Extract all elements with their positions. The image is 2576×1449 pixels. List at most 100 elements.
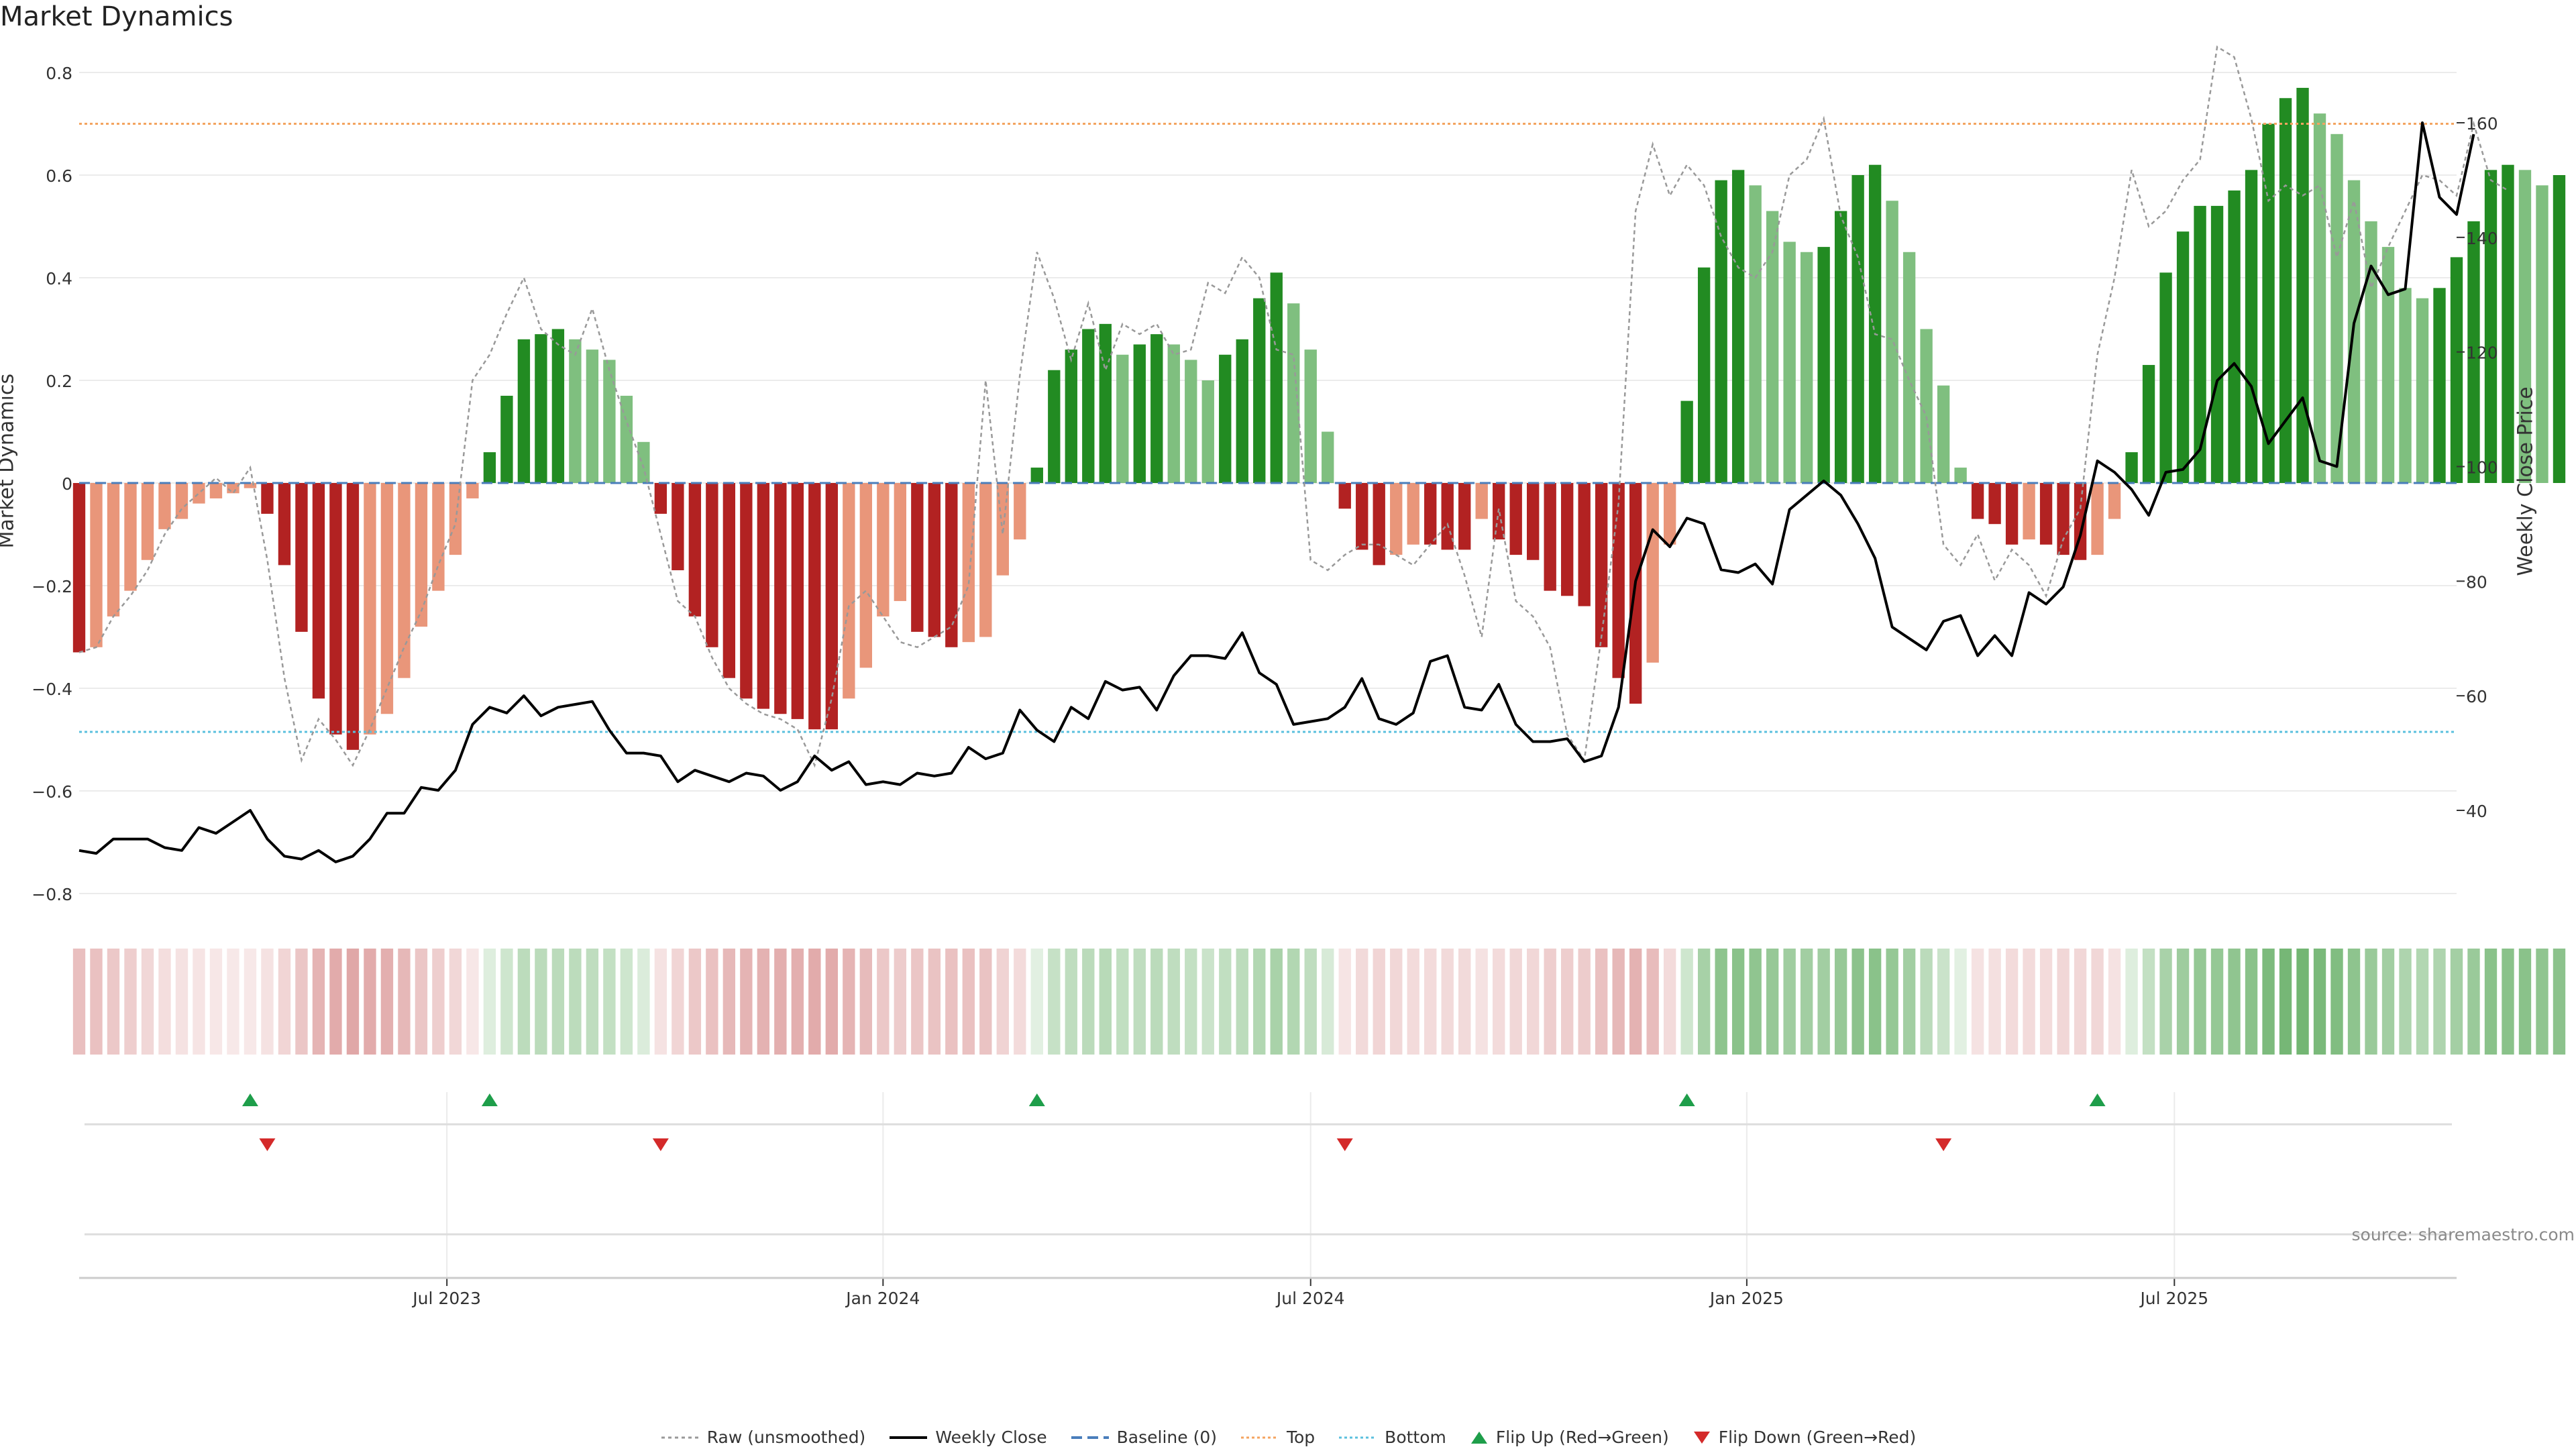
strip-cell <box>1731 949 1745 1055</box>
strip-cell <box>1338 949 1351 1055</box>
flip-up-icon <box>1470 1431 1487 1444</box>
strip-cell <box>175 949 189 1055</box>
strip-cell <box>1082 949 1095 1055</box>
strip-cell <box>877 949 890 1055</box>
strip-cell <box>1868 949 1882 1055</box>
dynamics-bar <box>2023 483 2035 540</box>
strip-cell <box>1920 949 1933 1055</box>
strip-cell <box>2245 949 2258 1055</box>
dynamics-bar <box>2057 483 2070 555</box>
strip-cell <box>312 949 325 1055</box>
strip-cell <box>1509 949 1522 1055</box>
strip-cell <box>1783 949 1796 1055</box>
dynamics-bar <box>1030 468 1043 483</box>
strip-cell <box>1646 949 1659 1055</box>
strip-cell <box>209 949 223 1055</box>
strip-cell <box>1441 949 1454 1055</box>
strip-cell <box>637 949 650 1055</box>
dynamics-bar <box>1663 483 1676 545</box>
color-strip-layer <box>72 949 2566 1055</box>
lines-layer <box>78 45 2509 863</box>
dynamics-bar <box>90 483 103 647</box>
dynamics-bar <box>1236 339 1248 483</box>
strip-cell <box>1800 949 1813 1055</box>
dynamics-bar <box>193 483 205 504</box>
dynamics-bar <box>1219 354 1232 483</box>
dynamics-bar <box>859 483 873 668</box>
dynamics-bar <box>1902 252 1916 483</box>
strip-cell <box>2296 949 2309 1055</box>
strip-cell <box>346 949 360 1055</box>
y-right-tick-label: 140 <box>2466 229 2498 248</box>
dynamics-bar <box>672 483 684 571</box>
strip-cell <box>1185 949 1197 1055</box>
flip-markers-layer <box>85 1093 2452 1236</box>
flip-down-marker <box>259 1138 276 1151</box>
strip-cell <box>1458 949 1471 1055</box>
strip-cell <box>1219 949 1232 1055</box>
dynamics-bar <box>2142 365 2155 483</box>
strip-cell <box>2108 949 2121 1055</box>
strip-cell <box>2057 949 2070 1055</box>
strip-cell <box>500 949 513 1055</box>
dynamics-bar <box>1185 360 1197 483</box>
strip-cell <box>415 949 428 1055</box>
y-left-tick-label: −0.6 <box>32 782 72 802</box>
dynamics-bar <box>2313 113 2326 483</box>
y-left-tick-label: 0.2 <box>46 372 72 391</box>
y-left-tick-label: 0 <box>62 474 72 494</box>
dynamics-bar <box>808 483 821 730</box>
x-tick-label: Jul 2025 <box>2139 1289 2208 1308</box>
legend-baseline-swatch <box>1071 1436 1109 1439</box>
y-right-tick-label: 160 <box>2466 114 2498 133</box>
strip-cell <box>2210 949 2224 1055</box>
dynamics-bar <box>1065 350 1077 483</box>
strip-cell <box>1493 949 1505 1055</box>
strip-cell <box>962 949 975 1055</box>
dynamics-bar <box>2484 170 2498 483</box>
x-tick-label: Jan 2024 <box>845 1289 920 1308</box>
strip-cell <box>1270 949 1283 1055</box>
dynamics-bar <box>295 483 308 632</box>
dynamics-bar <box>1082 329 1095 483</box>
strip-cell <box>1099 949 1112 1055</box>
dynamics-bar <box>2245 170 2258 483</box>
dynamics-bar <box>158 483 171 529</box>
dynamics-bar <box>483 452 496 483</box>
dynamics-bar <box>2296 87 2309 483</box>
dynamics-bar <box>928 483 941 637</box>
dynamics-bar <box>1099 323 1112 483</box>
dynamics-bar <box>1612 483 1625 678</box>
strip-cell <box>586 949 599 1055</box>
legend-flip-up: Flip Up (Red→Green) <box>1469 1428 1669 1447</box>
dynamics-bar <box>2279 98 2292 483</box>
y-left-tick-label: 0.8 <box>46 64 72 83</box>
dynamics-bar <box>1646 483 1659 663</box>
strip-cell <box>2536 949 2548 1055</box>
strip-cell <box>2194 949 2206 1055</box>
strip-cell <box>2502 949 2514 1055</box>
dynamics-bar <box>688 483 702 616</box>
dynamics-bar <box>979 483 992 637</box>
strip-cell <box>398 949 411 1055</box>
strip-cell <box>2091 949 2104 1055</box>
dynamics-bar <box>586 350 599 483</box>
dynamics-bar <box>2467 221 2480 483</box>
flip-up-marker <box>1678 1093 1695 1106</box>
dynamics-bar <box>1304 350 1317 483</box>
strip-cell <box>1373 949 1385 1055</box>
dynamics-bar <box>346 483 360 750</box>
dynamics-bar <box>2365 221 2377 483</box>
dynamics-bar <box>1731 170 1745 483</box>
dynamics-bar <box>2381 247 2395 483</box>
flip-down-marker <box>652 1138 669 1151</box>
strip-cell <box>449 949 462 1055</box>
dynamics-bar <box>124 483 137 591</box>
dynamics-bar <box>1715 180 1727 483</box>
y-left-tick-label: 0.4 <box>46 269 72 288</box>
dynamics-bar <box>2553 175 2566 483</box>
dynamics-bar <box>1749 185 1762 483</box>
strip-cell <box>432 949 445 1055</box>
dynamics-bar <box>2108 483 2121 519</box>
dynamics-bar <box>2039 483 2053 545</box>
